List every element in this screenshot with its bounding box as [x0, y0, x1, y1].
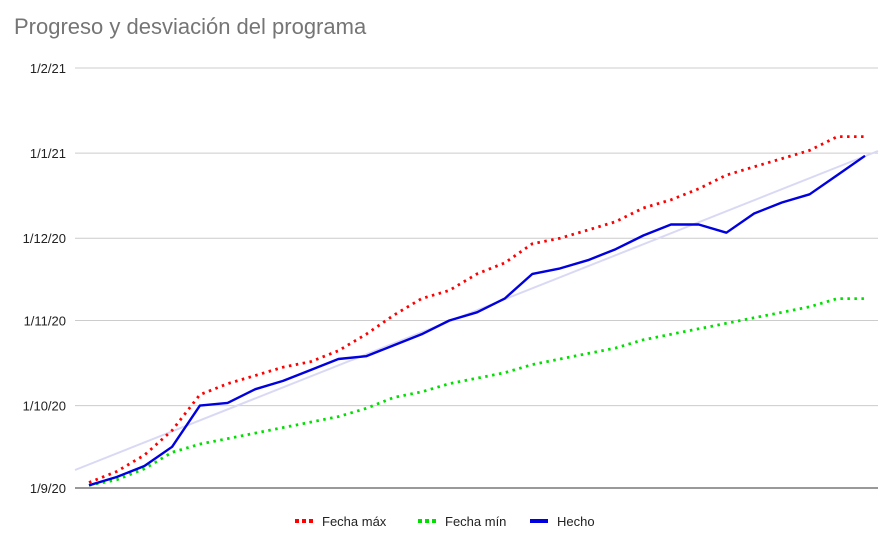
legend-label-2: Hecho: [557, 514, 595, 529]
y-tick-label: 1/2/21: [30, 61, 66, 76]
legend: Fecha máx Fecha mín Hecho: [295, 514, 595, 529]
legend-label-0: Fecha máx: [322, 514, 387, 529]
y-tick-label: 1/9/20: [30, 481, 66, 496]
y-axis: 1/9/20 1/10/20 1/11/20 1/12/20 1/1/21 1/2/21: [23, 61, 66, 496]
series-lines: [88, 135, 866, 487]
y-tick-label: 1/1/21: [30, 146, 66, 161]
series-line-2: [88, 154, 866, 487]
grid-lines: [75, 67, 878, 489]
series-line-0: [88, 135, 865, 484]
legend-label-1: Fecha mín: [445, 514, 506, 529]
y-tick-label: 1/12/20: [23, 231, 66, 246]
trend-line: [74, 150, 879, 471]
series-line-1: [88, 297, 865, 487]
chart-title: Progreso y desviación del programa: [14, 14, 367, 39]
y-tick-label: 1/10/20: [23, 399, 66, 414]
y-tick-label: 1/11/20: [24, 314, 66, 329]
